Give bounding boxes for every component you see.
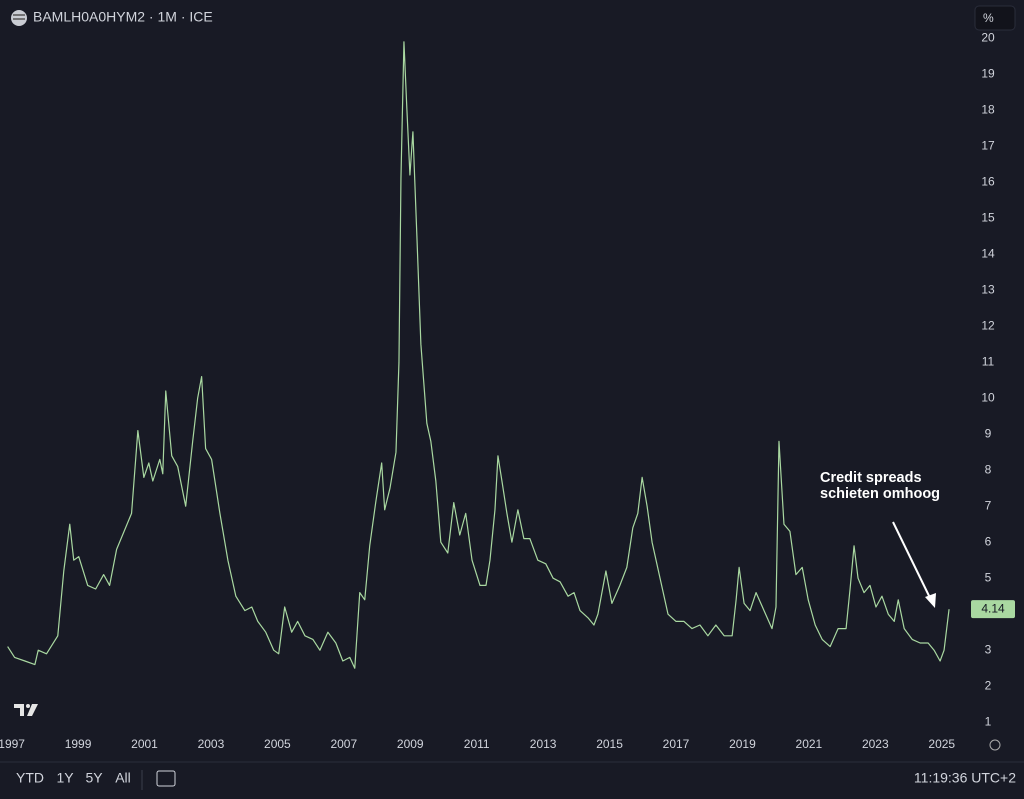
- unit-label[interactable]: %: [983, 11, 994, 25]
- x-tick-label: 2019: [729, 737, 756, 751]
- y-tick-label: 15: [981, 210, 995, 224]
- y-tick-label: 10: [981, 390, 995, 404]
- x-tick-label: 1999: [65, 737, 92, 751]
- y-tick-label: 19: [981, 66, 995, 80]
- annotation: schieten omhoog: [820, 486, 940, 502]
- y-tick-label: 5: [985, 570, 992, 584]
- data-line: [7, 41, 950, 669]
- range-button[interactable]: 5Y: [85, 770, 103, 786]
- range-button[interactable]: All: [115, 770, 131, 786]
- arrow-head: [925, 593, 936, 608]
- y-tick-label: 6: [985, 534, 992, 548]
- x-tick-label: 2025: [928, 737, 955, 751]
- y-tick-label: 2: [985, 678, 992, 692]
- y-tick-label: 8: [985, 462, 992, 476]
- y-tick-label: 20: [981, 30, 995, 44]
- y-tick-label: 9: [985, 426, 992, 440]
- y-tick-label: 18: [981, 102, 995, 116]
- y-tick-label: 14: [981, 246, 995, 260]
- annotation: Credit spreads: [820, 470, 922, 486]
- y-tick-label: 17: [981, 138, 995, 152]
- x-tick-label: 2011: [464, 737, 490, 751]
- unit-button[interactable]: [974, 5, 1016, 31]
- clock: 11:19:36 UTC+2: [914, 770, 1016, 786]
- x-tick-label: 2017: [663, 737, 690, 751]
- x-tick-label: 2003: [198, 737, 225, 751]
- y-tick-label: 16: [981, 174, 995, 188]
- x-tick-label: 2021: [796, 737, 823, 751]
- settings-icon[interactable]: [989, 739, 1001, 751]
- symbol-icon: [11, 10, 27, 26]
- y-tick-label: 11: [982, 354, 995, 368]
- x-tick-label: 1997: [0, 737, 25, 751]
- tv-logo: [14, 704, 38, 716]
- calendar-icon[interactable]: [156, 770, 176, 787]
- x-tick-label: 2015: [596, 737, 623, 751]
- y-tick-label: 12: [981, 318, 995, 332]
- x-tick-label: 2005: [264, 737, 291, 751]
- annotation-arrow: [892, 521, 933, 603]
- y-tick-label: 3: [985, 642, 992, 656]
- last-value-tag: [971, 600, 1015, 619]
- y-tick-label: 1: [985, 714, 992, 728]
- y-tick-label: 13: [981, 282, 995, 296]
- y-tick-label: 7: [985, 498, 992, 512]
- chart-title: BAMLH0A0HYM2 · 1M · ICE: [33, 9, 213, 25]
- x-tick-label: 2009: [397, 737, 424, 751]
- last-value-label: 4.14: [981, 601, 1005, 615]
- x-tick-label: 2013: [530, 737, 557, 751]
- range-button[interactable]: 1Y: [56, 770, 74, 786]
- x-tick-label: 2023: [862, 737, 889, 751]
- range-button[interactable]: YTD: [16, 770, 44, 786]
- x-tick-label: 2007: [330, 737, 357, 751]
- x-tick-label: 2001: [131, 737, 158, 751]
